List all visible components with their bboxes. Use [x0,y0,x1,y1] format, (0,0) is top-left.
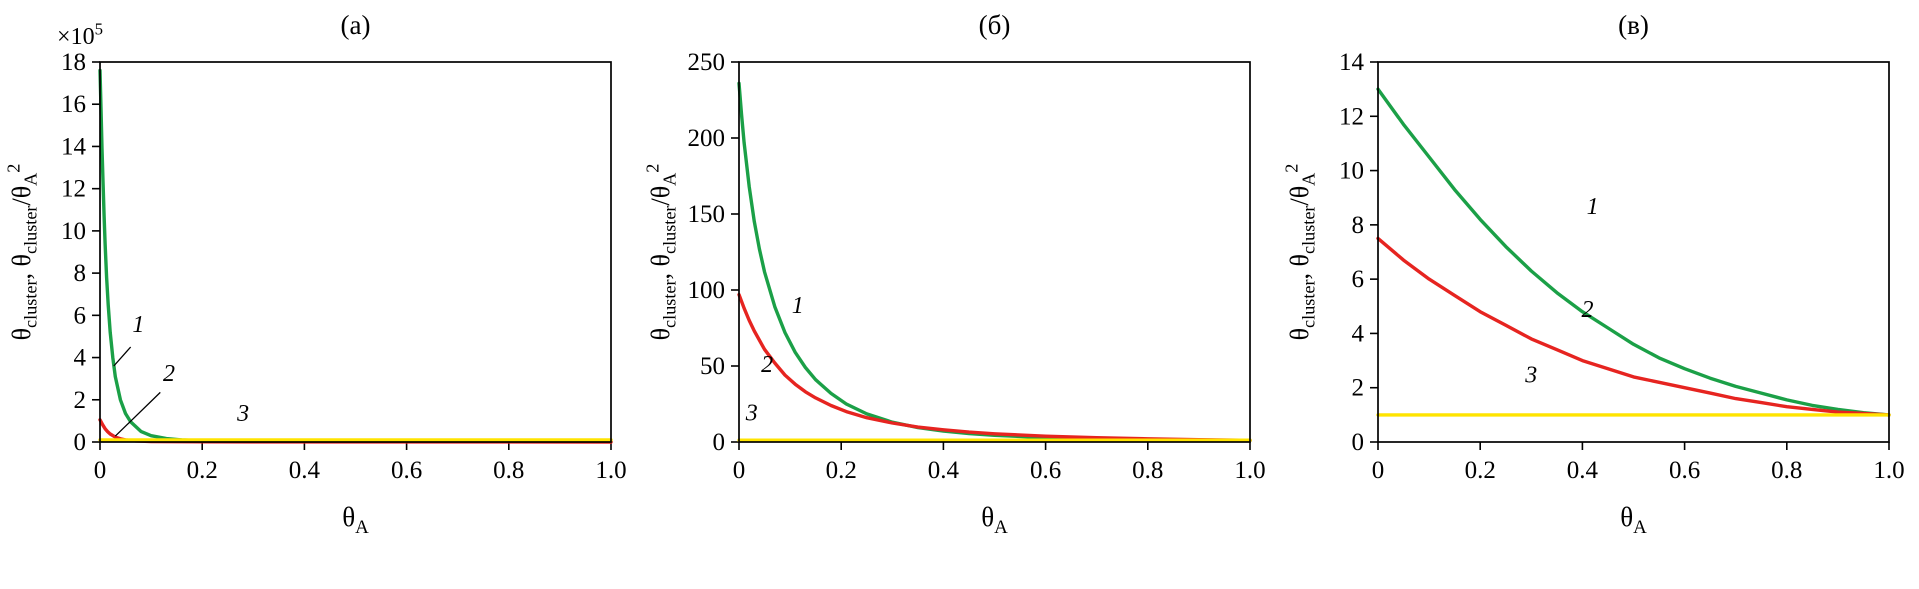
y-axis-label: θcluster, θcluster/θA2 [643,164,680,341]
x-tick-label: 0.2 [826,457,857,484]
y-tick-label: 10 [61,218,86,245]
curve-label-2: 2 [761,352,773,378]
y-tick-label: 4 [74,345,87,372]
chart-title: (а) [341,10,371,40]
x-tick-label: 1.0 [1234,457,1265,484]
y-tick-label: 8 [1352,212,1365,239]
plot-area [1376,87,1891,417]
x-tick-label: 0.4 [928,457,960,484]
y-tick-label: 0 [1352,429,1365,456]
x-tick-label: 0.8 [493,457,524,484]
x-axis-label: θA [342,502,369,538]
y-tick-label: 100 [688,277,726,304]
y-tick-label: 14 [1339,49,1365,76]
curve-label-1: 1 [132,312,144,338]
plot-area [737,81,1252,443]
plot-frame [99,61,612,443]
y-tick-label: 12 [1339,103,1364,130]
y-tick-label: 150 [688,201,726,228]
curve-label-1: 1 [792,293,804,319]
y-tick-label: 8 [74,260,87,287]
y-tick-label: 4 [1352,320,1365,347]
curve-2 [737,292,1252,442]
x-tick-label: 0 [1372,457,1385,484]
chart-svg: (б) 0 0.2 0.4 0.6 0.8 1.0 0 50 100 150 200 250 1 23 θA θ… [643,10,1266,538]
x-tick-label: 0.8 [1771,457,1802,484]
curve-1 [98,68,613,444]
y-tick-label: 12 [61,176,86,203]
curve-label-3: 3 [1524,362,1537,388]
x-tick-label: 0.4 [289,457,321,484]
chart-panel-3: (в) 0 0.2 0.4 0.6 0.8 1.0 0 2 4 6 8 10 12 14 1 2 3 θA θclus… [1278,0,1917,584]
y-tick-label: 14 [61,133,87,160]
chart-svg: (в)0 0.2 0.4 0.6 0.8 1.002468101214123θAθclus… [1282,10,1905,538]
curve-label-2: 2 [1582,297,1594,323]
x-axis-label: θA [981,502,1008,538]
x-tick-label: 0.8 [1132,457,1163,484]
annotation-leader-line [114,391,161,437]
axis-scale-label: ×105 [57,19,103,50]
y-tick-label: 18 [61,49,86,76]
chart-title: (в) [1618,10,1649,40]
curve-2 [1376,236,1891,417]
y-tick-label: 2 [74,387,87,414]
x-axis-label: θA [1620,502,1647,538]
chart-title: (б) [979,10,1011,40]
x-tick-label: 0.6 [1669,457,1700,484]
curve-label-1: 1 [1587,194,1599,220]
y-axis-label: θcluster, θcluster/θA2 [1282,164,1319,341]
plot-area [98,68,613,444]
y-tick-label: 6 [74,302,87,329]
chart-panel-1: (а) ×105 0 0.2 0.4 0.6 0.8 1.0 0 2 4 6 8 10 12 14 16 18 1 2… [0,0,639,584]
y-tick-label: 2 [1352,375,1365,402]
x-tick-label: 0.6 [391,457,422,484]
annotation-leader-line [113,346,132,367]
chart-panel-2: (б) 0 0.2 0.4 0.6 0.8 1.0 0 50 100 150 200 250 1 2 3 θA θ… [639,0,1278,584]
x-tick-label: 0.4 [1567,457,1599,484]
y-tick-label: 6 [1352,266,1365,293]
y-tick-label: 0 [74,429,87,456]
x-tick-label: 0 [733,457,746,484]
x-tick-label: 1.0 [1873,457,1904,484]
x-tick-label: 0.2 [1465,457,1496,484]
x-tick-label: 0 [94,457,107,484]
x-tick-label: 0.2 [187,457,218,484]
y-tick-label: 50 [700,353,725,380]
plot-frame [1377,61,1890,443]
y-tick-label: 200 [688,125,726,152]
x-tick-label: 1.0 [595,457,626,484]
curve-label-3: 3 [236,401,249,427]
curve-1 [737,81,1252,443]
curve-label-3: 3 [745,401,758,427]
y-axis-label: θcluster, θcluster/θA2 [4,164,41,341]
y-tick-label: 16 [61,91,86,118]
curve-1 [1376,87,1891,417]
y-tick-label: 250 [688,49,726,76]
x-tick-label: 0.6 [1030,457,1061,484]
plot-frame [738,61,1251,443]
curve-label-2: 2 [163,361,175,387]
y-tick-label: 10 [1339,158,1364,185]
y-tick-label: 0 [713,429,726,456]
